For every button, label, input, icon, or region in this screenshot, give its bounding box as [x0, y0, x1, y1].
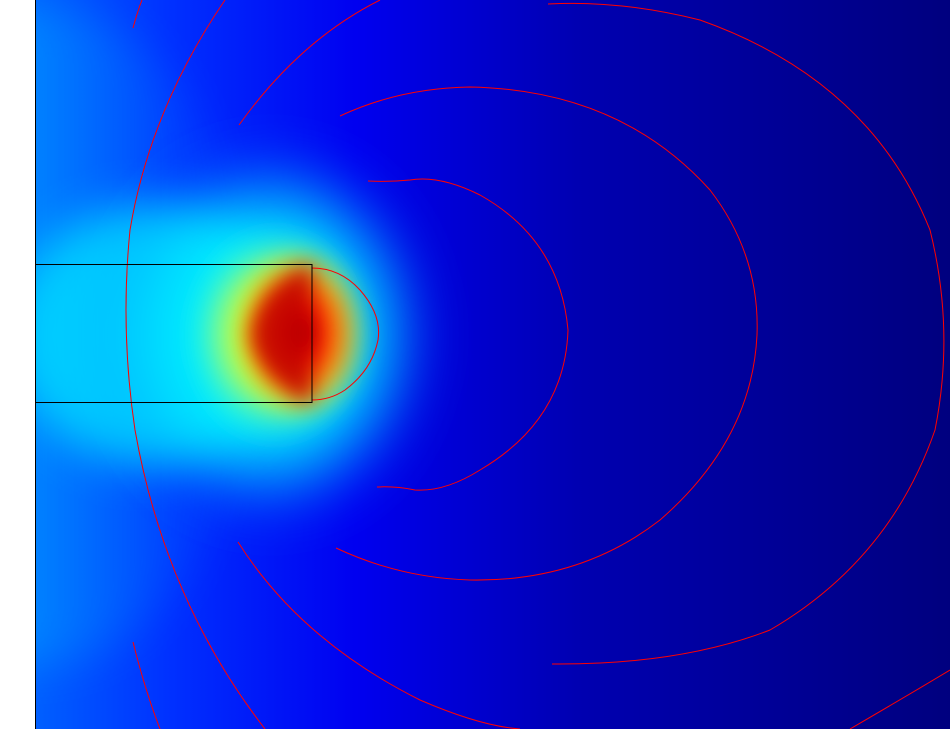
- contour-line-5b: [132, 0, 143, 29]
- contour-line-5c: [132, 641, 161, 729]
- contour-line-2: [367, 178, 569, 491]
- left-margin: [0, 0, 35, 729]
- contour-line-4: [238, 0, 381, 126]
- contour-lines: [125, 0, 950, 729]
- contour-line-1: [311, 267, 380, 401]
- contour-line-4c: [237, 541, 521, 729]
- geometry-outline: [35, 0, 313, 729]
- contour-line-3: [335, 86, 758, 581]
- contour-line-5d: [849, 669, 950, 729]
- contour-line-4b: [547, 2, 945, 665]
- contour-line-5: [125, 0, 266, 729]
